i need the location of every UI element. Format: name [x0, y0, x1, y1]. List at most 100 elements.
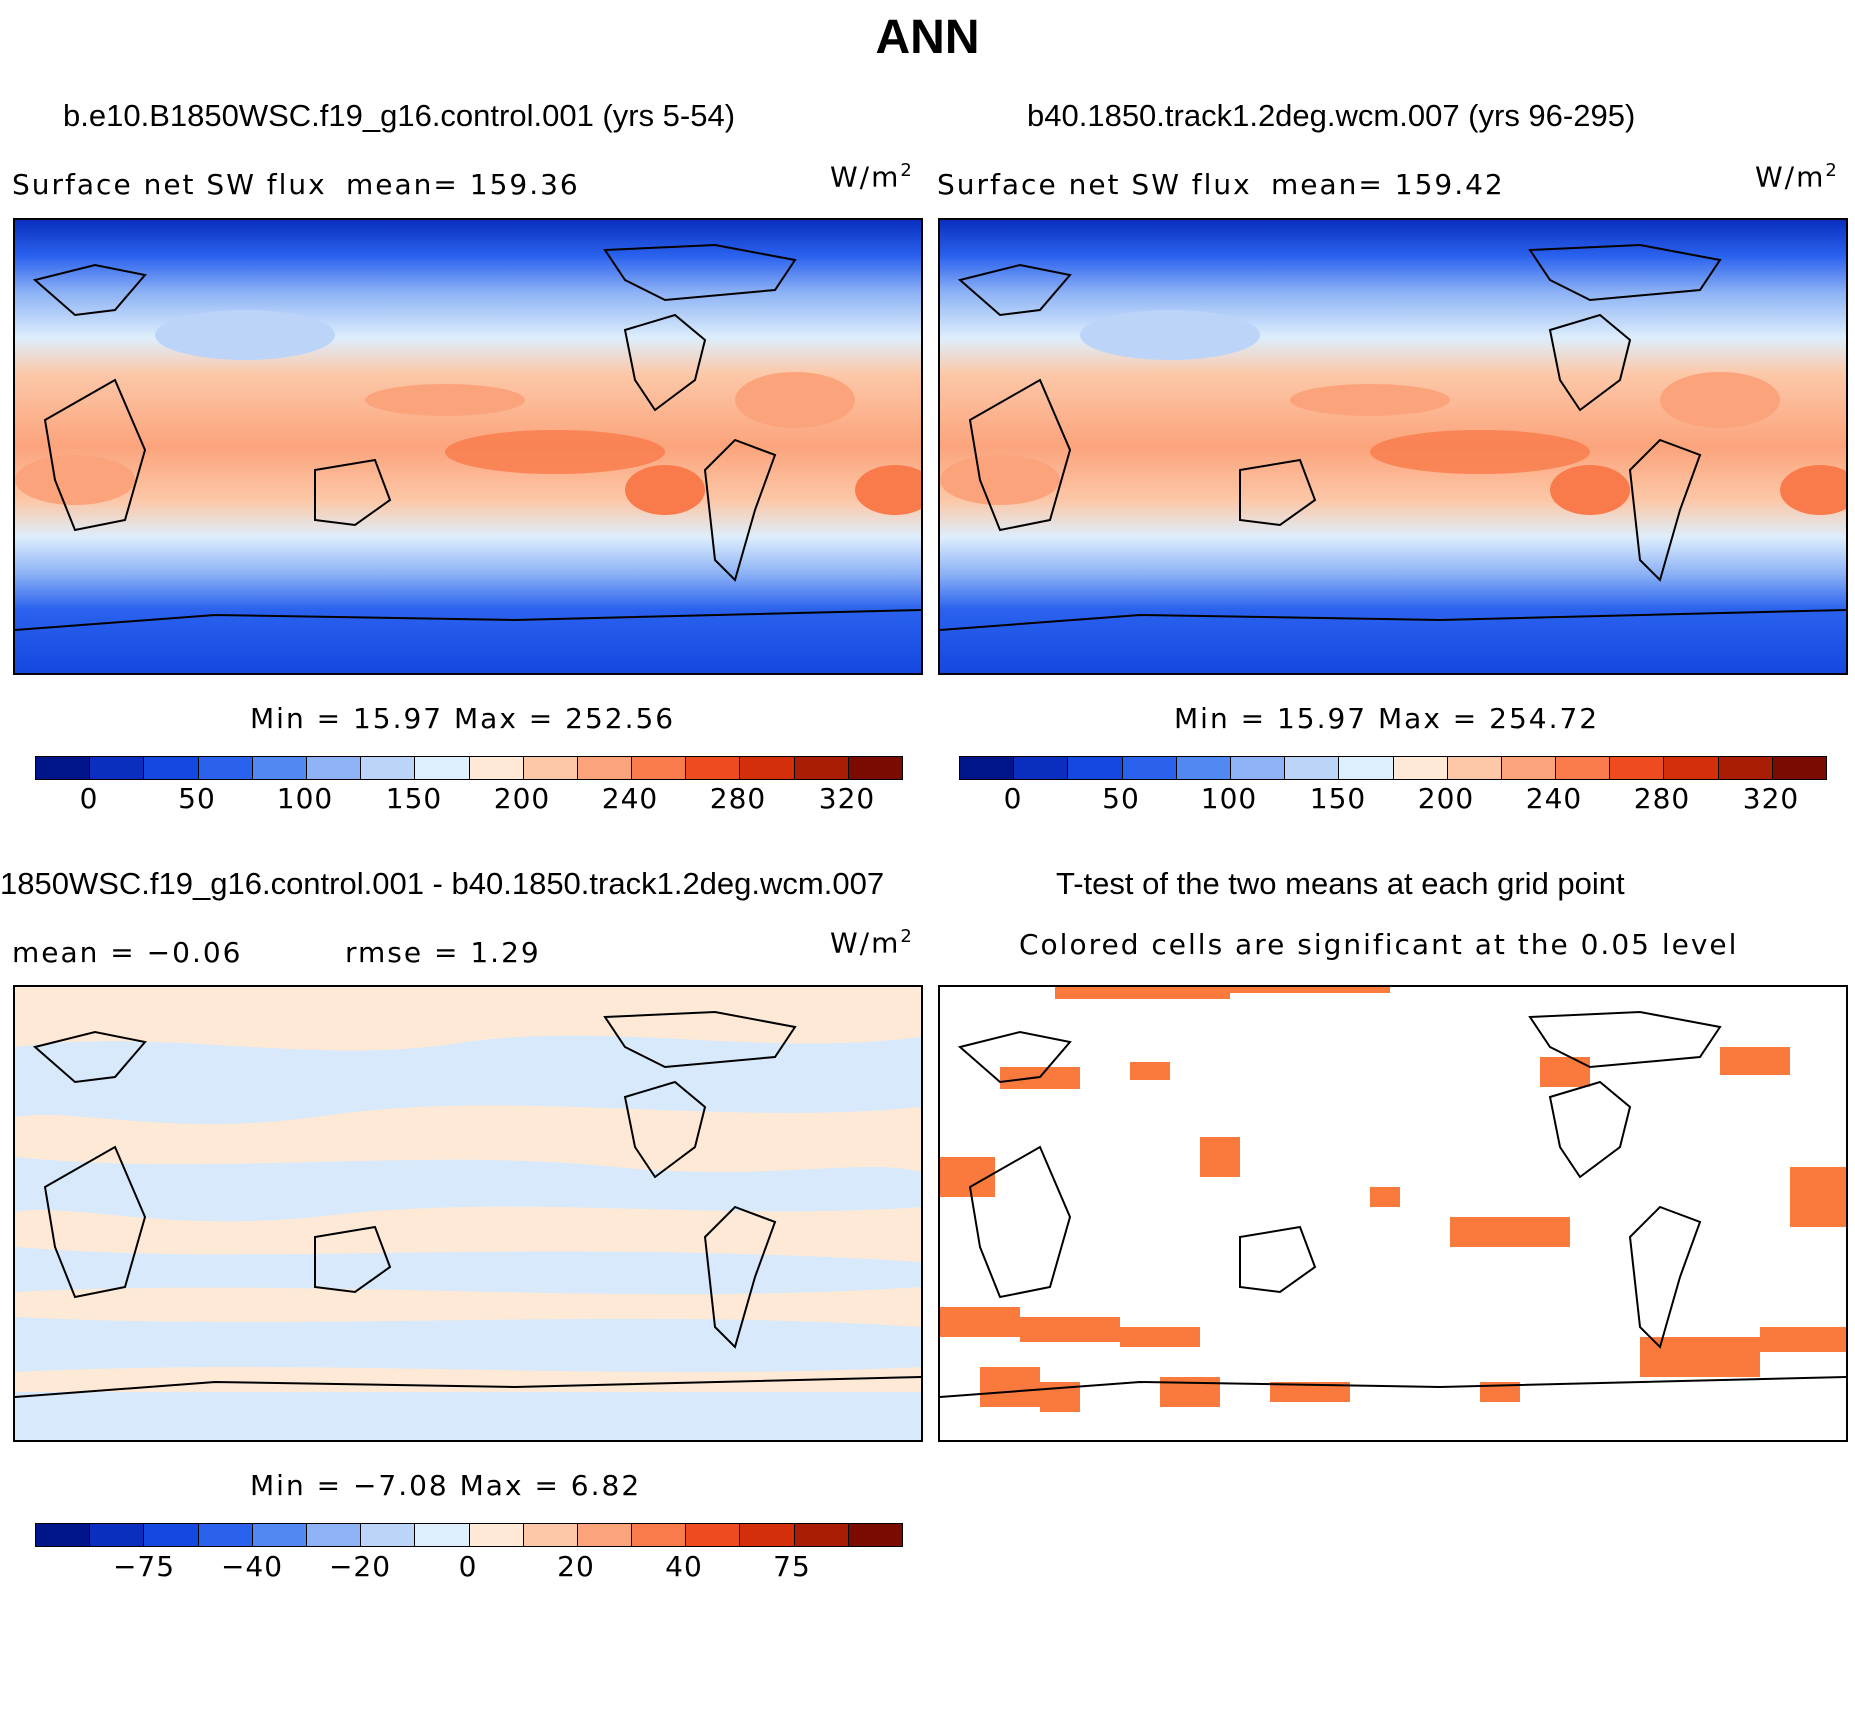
colorbar-label: 320: [818, 782, 876, 815]
colorbar-swatch: [144, 1524, 199, 1546]
colorbar-swatch: [415, 1524, 470, 1546]
colorbar-swatch: [740, 1524, 795, 1546]
colorbar-label: 200: [493, 782, 551, 815]
colorbar-swatch: [469, 1524, 524, 1546]
colorbar-label: −40: [220, 1550, 284, 1583]
colorbar-swatch: [144, 757, 199, 779]
colorbar-swatch: [415, 757, 470, 779]
panel1-minmax: Min = 15.97 Max = 252.56: [250, 702, 676, 735]
colorbar-swatch: [794, 1524, 849, 1546]
colorbar-label: 280: [1633, 782, 1691, 815]
colorbar-swatch: [1447, 757, 1502, 779]
colorbar-swatch: [1393, 757, 1448, 779]
colorbar-swatch: [794, 757, 849, 779]
figure-title: ANN: [875, 11, 980, 64]
colorbar-swatch: [1556, 757, 1611, 779]
colorbar-label: 40: [665, 1550, 703, 1583]
panel3-minmax: Min = −7.08 Max = 6.82: [250, 1469, 642, 1502]
panel1-colorbar: [35, 756, 903, 780]
panel1-map: [13, 218, 923, 675]
colorbar-swatch: [361, 1524, 416, 1546]
colorbar-swatch: [1718, 757, 1773, 779]
panel2-map: [938, 218, 1848, 675]
colorbar-swatch: [306, 1524, 362, 1546]
colorbar-swatch: [632, 757, 687, 779]
colorbar-swatch: [252, 757, 307, 779]
colorbar-swatch: [686, 757, 741, 779]
colorbar-swatch: [740, 757, 795, 779]
colorbar-label: 50: [178, 782, 216, 815]
panel3-colorbar: [35, 1523, 903, 1547]
panel1-title: b.e10.B1850WSC.f19_g16.control.001 (yrs …: [63, 98, 736, 133]
colorbar-label: 150: [385, 782, 443, 815]
colorbar-label: 100: [276, 782, 334, 815]
panel4-subtitle: Colored cells are significant at the 0.0…: [1019, 928, 1739, 961]
colorbar-label: 0: [458, 1550, 478, 1583]
colorbar-swatch: [252, 1524, 307, 1546]
colorbar-swatch: [1772, 757, 1826, 779]
panel3-field: [15, 987, 921, 1440]
colorbar-label: 320: [1742, 782, 1800, 815]
colorbar-swatch: [1339, 757, 1394, 779]
panel3-mean: mean = −0.06: [12, 936, 243, 969]
colorbar-swatch: [1285, 757, 1340, 779]
panel3-units: W/m2: [830, 926, 914, 960]
colorbar-swatch: [1176, 757, 1231, 779]
panel2-colorbar: [959, 756, 1827, 780]
colorbar-swatch: [198, 757, 253, 779]
colorbar-swatch: [90, 1524, 145, 1546]
colorbar-swatch: [848, 1524, 902, 1546]
panel3-map: [13, 985, 923, 1442]
panel2-units: W/m2: [1755, 160, 1839, 194]
colorbar-swatch: [577, 1524, 633, 1546]
colorbar-swatch: [1014, 757, 1069, 779]
panel4-field: [940, 987, 1846, 1440]
colorbar-label: 200: [1417, 782, 1475, 815]
panel1-field: [15, 220, 921, 673]
colorbar-label: 240: [1525, 782, 1583, 815]
colorbar-swatch: [469, 757, 524, 779]
colorbar-swatch: [306, 757, 362, 779]
panel4-title: T-test of the two means at each grid poi…: [1056, 866, 1625, 901]
panel2-title: b40.1850.track1.2deg.wcm.007 (yrs 96-295…: [1027, 98, 1636, 133]
colorbar-swatch: [1610, 757, 1665, 779]
colorbar-label: 0: [79, 782, 99, 815]
colorbar-label: 75: [773, 1550, 811, 1583]
colorbar-swatch: [523, 1524, 578, 1546]
colorbar-label: 0: [1003, 782, 1023, 815]
colorbar-swatch: [1122, 757, 1177, 779]
panel3-title: 1850WSC.f19_g16.control.001 - b40.1850.t…: [0, 866, 885, 901]
colorbar-label: 100: [1200, 782, 1258, 815]
colorbar-swatch: [1664, 757, 1719, 779]
panel1-units: W/m2: [830, 160, 914, 194]
colorbar-swatch: [848, 757, 902, 779]
colorbar-swatch: [686, 1524, 741, 1546]
colorbar-swatch: [36, 1524, 91, 1546]
colorbar-swatch: [523, 757, 578, 779]
colorbar-label: 280: [709, 782, 767, 815]
colorbar-swatch: [1230, 757, 1286, 779]
colorbar-swatch: [36, 757, 91, 779]
colorbar-label: 240: [601, 782, 659, 815]
colorbar-swatch: [632, 1524, 687, 1546]
colorbar-swatch: [1501, 757, 1557, 779]
panel4-map: [938, 985, 1848, 1442]
panel2-mean: mean= 159.42: [1271, 168, 1505, 201]
panel2-field: [940, 220, 1846, 673]
colorbar-swatch: [90, 757, 145, 779]
colorbar-swatch: [577, 757, 633, 779]
colorbar-swatch: [361, 757, 416, 779]
panel2-variable: Surface net SW flux: [937, 168, 1252, 201]
colorbar-label: −75: [112, 1550, 176, 1583]
colorbar-label: 50: [1102, 782, 1140, 815]
colorbar-swatch: [960, 757, 1015, 779]
colorbar-swatch: [198, 1524, 253, 1546]
colorbar-label: −20: [328, 1550, 392, 1583]
colorbar-label: 150: [1309, 782, 1367, 815]
panel3-rmse: rmse = 1.29: [345, 936, 541, 969]
colorbar-swatch: [1068, 757, 1123, 779]
colorbar-label: 20: [557, 1550, 595, 1583]
panel1-mean: mean= 159.36: [346, 168, 580, 201]
panel2-minmax: Min = 15.97 Max = 254.72: [1174, 702, 1600, 735]
panel1-variable: Surface net SW flux: [12, 168, 327, 201]
